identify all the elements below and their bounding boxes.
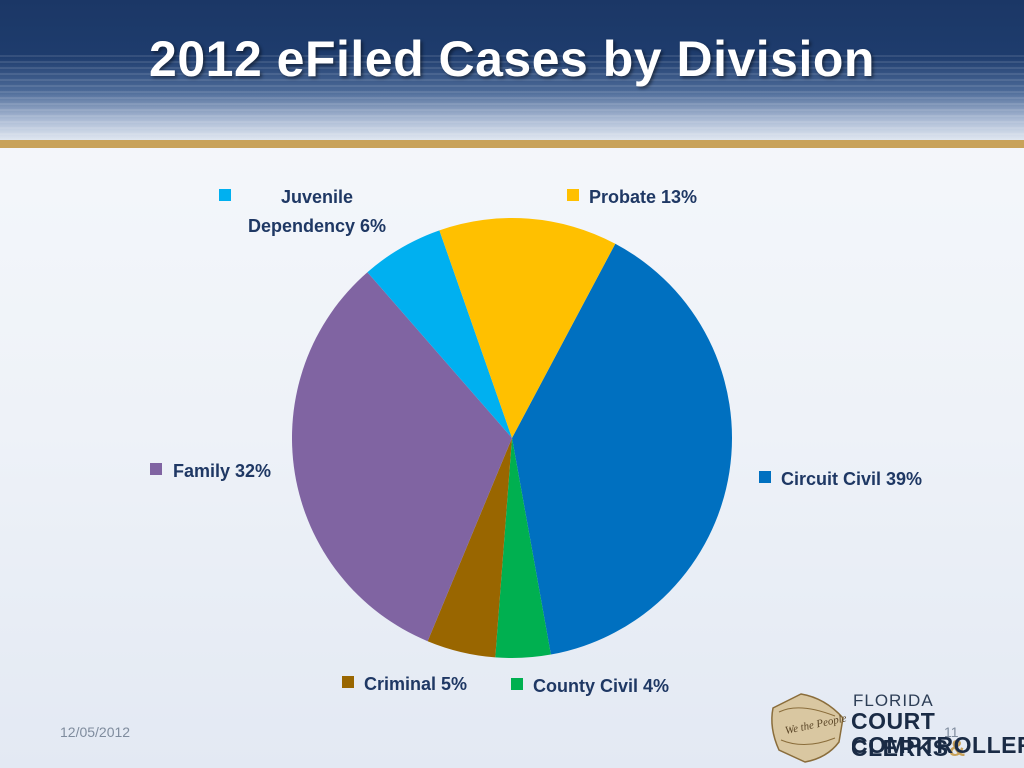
pie-slice-juvenile-dependency <box>367 230 512 438</box>
legend-swatch-family <box>150 463 162 475</box>
label-circuit-civil: Circuit Civil 39% <box>781 469 922 489</box>
label-family: Family 32% <box>173 461 271 481</box>
label-county-civil: County Civil 4% <box>533 676 669 696</box>
slide-date: 12/05/2012 <box>60 724 131 740</box>
page-number: 11 <box>944 724 959 740</box>
slide-title: 2012 eFiled Cases by Division <box>149 31 875 87</box>
we-the-people-scroll-icon: We the People <box>771 693 847 763</box>
logo-court-clerks-text: COURT CLERKS& <box>851 708 966 761</box>
pie-slice-county-civil <box>495 438 551 658</box>
label-juvenile-dependency-line2: Dependency 6% <box>248 216 386 236</box>
pie-slice-family <box>291 272 512 642</box>
florida-court-clerks-logo: We the People FLORIDA COURT CLERKS& COMP… <box>765 688 1024 766</box>
legend-swatch-probate <box>567 189 579 201</box>
label-criminal: Criminal 5% <box>364 674 467 694</box>
banner-stripes <box>0 55 1024 135</box>
pie-slice-circuit-civil <box>512 243 733 655</box>
label-juvenile-dependency-line1: Juvenile <box>281 187 353 207</box>
logo-comptrollers-text: COMPTROLLERS <box>851 732 1024 758</box>
legend-swatch-county-civil <box>511 678 523 690</box>
logo-florida-text: FLORIDA <box>853 691 934 710</box>
pie-slice-criminal <box>427 438 512 658</box>
pie-slice-probate <box>439 218 616 438</box>
legend-swatch-criminal <box>342 676 354 688</box>
legend-swatch-circuit-civil <box>759 471 771 483</box>
pie-slices <box>291 218 733 658</box>
title-banner <box>0 0 1024 140</box>
gold-divider <box>0 140 1024 148</box>
legend-swatch-juvenile-dependency <box>219 189 231 201</box>
label-probate: Probate 13% <box>589 187 697 207</box>
